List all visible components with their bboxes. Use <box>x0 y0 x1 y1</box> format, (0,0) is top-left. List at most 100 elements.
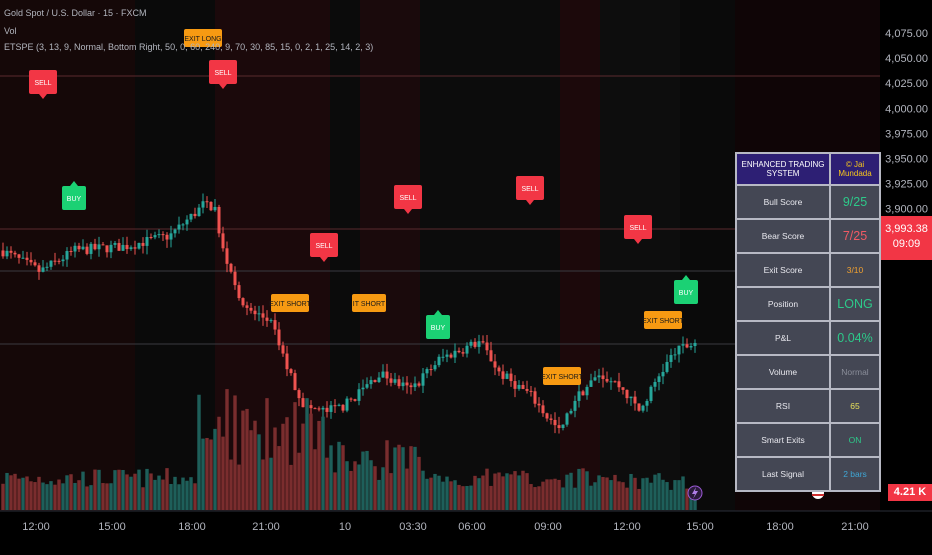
candle-body <box>521 384 525 389</box>
dashboard-row-label: Exit Score <box>735 252 831 288</box>
volume-bar <box>633 477 637 510</box>
volume-bar <box>581 468 585 510</box>
volume-bar <box>157 475 161 510</box>
volume-bar <box>277 446 281 510</box>
candle-body <box>525 388 529 391</box>
dashboard-row: Smart Exits ON <box>735 422 881 458</box>
dashboard-row-value: LONG <box>829 286 881 322</box>
volume-bar <box>617 481 621 510</box>
signal-text: IT SHORT <box>353 301 386 308</box>
candle-body <box>577 391 581 401</box>
signal-pointer <box>526 200 534 205</box>
candle-body <box>357 389 361 401</box>
volume-bar <box>585 471 589 510</box>
dashboard-row-label: P&L <box>735 320 831 356</box>
candle-body <box>413 383 417 388</box>
candle-body <box>329 405 333 412</box>
dashboard-row-label: RSI <box>735 388 831 424</box>
candle-body <box>301 398 305 408</box>
signal-pointer <box>404 209 412 214</box>
volume-bar <box>465 486 469 510</box>
volume-bar <box>293 402 297 510</box>
candle-body <box>113 243 117 245</box>
volume-bar <box>325 457 329 510</box>
candle-body <box>201 201 205 208</box>
volume-bar <box>329 445 333 510</box>
price-axis-label: 3,975.00 <box>885 128 928 140</box>
candle-body <box>173 229 177 234</box>
candle-body <box>397 379 401 387</box>
volume-bar <box>113 470 117 510</box>
volume-bar <box>549 479 553 510</box>
candle-body <box>465 345 469 354</box>
dashboard-row: Bull Score 9/25 <box>735 184 881 220</box>
candle-body <box>29 259 33 263</box>
volume-bar <box>161 479 165 510</box>
volume-bar <box>541 481 545 510</box>
lightning-icon[interactable] <box>687 485 703 501</box>
time-axis-label: 21:00 <box>252 521 280 533</box>
volume-bar <box>513 471 517 510</box>
volume-bar <box>525 473 529 510</box>
volume-bar <box>177 484 181 510</box>
candle-body <box>657 376 661 383</box>
candle-body <box>337 404 341 406</box>
time-axis-label: 09:00 <box>534 521 562 533</box>
price-axis-label: 3,900.00 <box>885 204 928 216</box>
candle-body <box>261 313 265 318</box>
candle-body <box>613 381 617 383</box>
time-axis-label: 03:30 <box>399 521 427 533</box>
volume-bar <box>357 464 361 510</box>
candle-body <box>369 380 373 385</box>
signal-pointer <box>320 257 328 262</box>
volume-bar <box>301 423 305 510</box>
candle-body <box>629 396 633 399</box>
time-axis-label: 10 <box>339 521 351 533</box>
volume-bar <box>221 436 225 510</box>
volume-bar <box>429 477 433 510</box>
price-axis-label: 4,025.00 <box>885 78 928 90</box>
volume-bar <box>469 485 473 510</box>
dashboard-row-value: Normal <box>829 354 881 390</box>
signal-text: EXIT SHORT <box>642 318 684 325</box>
volume-bar <box>493 473 497 510</box>
candle-body <box>157 234 161 236</box>
symbol-title[interactable]: Gold Spot / U.S. Dollar · 15 · FXCM <box>4 8 147 18</box>
signal-box <box>516 176 544 200</box>
volume-bar <box>21 477 25 510</box>
candle-body <box>65 251 69 260</box>
volume-bar <box>477 478 481 510</box>
volume-bar <box>205 437 209 510</box>
candle-body <box>421 373 425 386</box>
volume-indicator-title[interactable]: Vol <box>4 26 17 36</box>
volume-bar <box>317 420 321 510</box>
dashboard-row: Last Signal 2 bars <box>735 456 881 492</box>
candle-body <box>177 224 181 230</box>
signal-text: SELL <box>214 70 231 77</box>
signal-text: SELL <box>315 243 332 250</box>
volume-bar <box>101 483 105 510</box>
volume-bar <box>65 475 69 510</box>
candle-body <box>289 369 293 374</box>
volume-bar <box>125 474 129 510</box>
etspe-indicator-title[interactable]: ETSPE (3, 13, 9, Normal, Bottom Right, 5… <box>4 42 374 52</box>
signal-text: BUY <box>67 196 82 203</box>
signal-label-sell: SELL <box>394 185 422 214</box>
candle-body <box>277 329 281 346</box>
session-band <box>560 0 600 511</box>
candle-body <box>445 354 449 357</box>
time-axis-label: 21:00 <box>841 521 869 533</box>
candle-body <box>537 403 541 406</box>
volume-bar <box>233 395 237 510</box>
candle-body <box>57 260 61 262</box>
volume-bar <box>505 473 509 510</box>
dashboard-row: Exit Score 3/10 <box>735 252 881 288</box>
candle-body <box>105 245 109 253</box>
candle-body <box>685 344 689 348</box>
candle-body <box>505 373 509 379</box>
candle-body <box>41 267 45 272</box>
signal-text: EXIT SHORT <box>541 374 583 381</box>
volume-bar <box>661 479 665 510</box>
